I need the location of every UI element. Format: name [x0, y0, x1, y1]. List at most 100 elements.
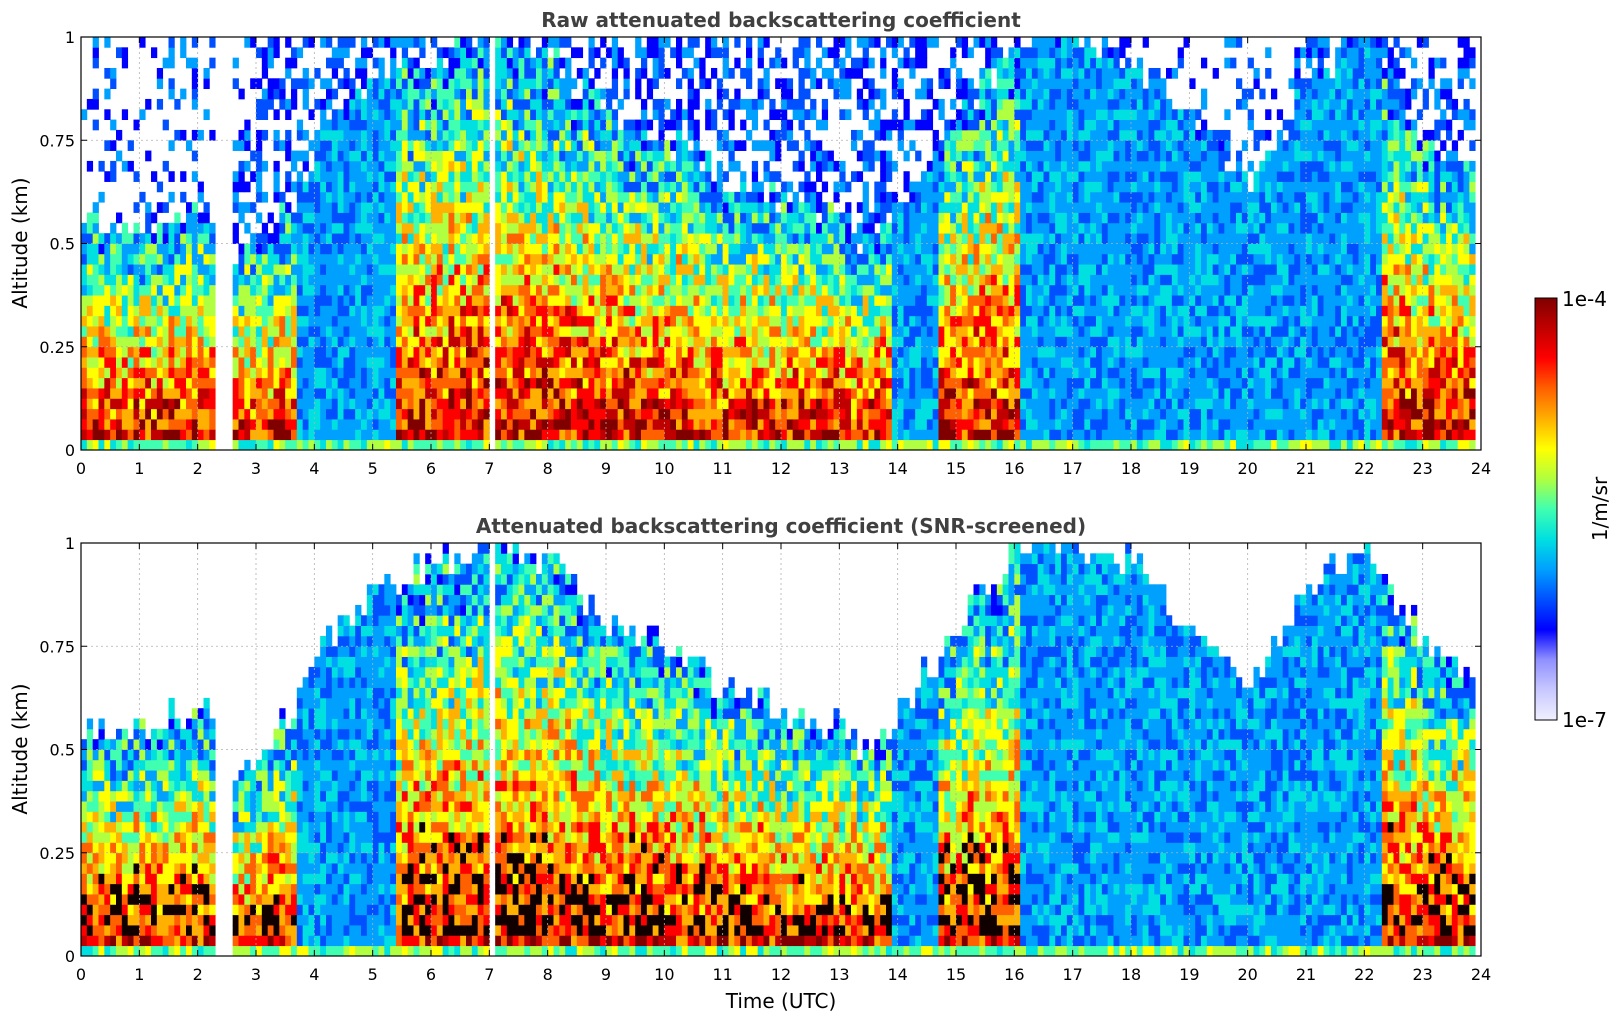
heatmap-cell [337, 253, 344, 265]
heatmap-cell [431, 212, 438, 224]
heatmap-cell [944, 295, 951, 306]
heatmap-cell [536, 305, 543, 317]
heatmap-cell [611, 222, 619, 234]
heatmap-cell [816, 119, 823, 131]
heatmap-cell [168, 326, 175, 337]
heatmap-cell [384, 37, 391, 48]
heatmap-cell [705, 315, 712, 327]
heatmap-cell [915, 367, 922, 379]
heatmap-cell [501, 336, 508, 348]
heatmap-cell [553, 315, 560, 327]
heatmap-cell [320, 233, 327, 244]
heatmap-cell [705, 253, 712, 265]
heatmap-cell [518, 388, 525, 399]
heatmap-cell [530, 88, 537, 100]
heatmap-cell [956, 191, 963, 203]
heatmap-cell [372, 37, 379, 48]
heatmap-cell [786, 274, 794, 286]
heatmap-cell [606, 191, 613, 203]
heatmap-cell [833, 274, 840, 286]
heatmap-cell [886, 37, 893, 48]
heatmap-cell [623, 243, 630, 255]
heatmap-cell [425, 191, 432, 203]
heatmap-cell [390, 346, 397, 358]
heatmap-cell [92, 212, 99, 224]
heatmap-cell [833, 357, 840, 368]
heatmap-cell [944, 243, 951, 255]
heatmap-cell [786, 88, 794, 100]
heatmap-cell [471, 419, 479, 430]
heatmap-cell [588, 233, 595, 244]
heatmap-cell [938, 274, 945, 286]
heatmap-cell [967, 336, 974, 348]
heatmap-cell [804, 233, 811, 244]
heatmap-cell [524, 419, 531, 430]
heatmap-cell [314, 367, 321, 379]
heatmap-cell [851, 305, 858, 317]
heatmap-cell [320, 129, 327, 141]
heatmap-cell [845, 202, 852, 213]
heatmap-cell [711, 264, 718, 275]
heatmap-cell [361, 377, 368, 389]
heatmap-cell [734, 243, 741, 255]
heatmap-cell [851, 274, 858, 286]
heatmap-cell [769, 388, 776, 399]
heatmap-cell [396, 326, 403, 337]
heatmap-cell [495, 160, 502, 172]
heatmap-cell [658, 160, 665, 172]
heatmap-cell [454, 419, 461, 430]
heatmap-cell [320, 377, 327, 389]
heatmap-cell [384, 326, 391, 337]
heatmap-cell [366, 264, 374, 275]
heatmap-cell [658, 388, 665, 399]
heatmap-cell [582, 88, 589, 100]
heatmap-cell [436, 67, 444, 79]
heatmap-cell [582, 98, 589, 110]
heatmap-cell [652, 160, 659, 172]
heatmap-cell [267, 264, 274, 275]
heatmap-cell [786, 305, 794, 317]
heatmap-cell [127, 253, 134, 265]
heatmap-cell [909, 67, 916, 79]
heatmap-cell [711, 212, 718, 224]
heatmap-cell [903, 429, 910, 441]
heatmap-cell [291, 315, 298, 327]
heatmap-cell [956, 171, 963, 182]
heatmap-cell [285, 202, 292, 213]
heatmap-cell [763, 429, 770, 441]
heatmap-cell [664, 119, 671, 131]
heatmap-cell [641, 191, 648, 203]
heatmap-cell [961, 408, 969, 420]
heatmap-cell [623, 191, 630, 203]
heatmap-cell [104, 367, 111, 379]
heatmap-cell [944, 150, 951, 162]
heatmap-cell [769, 57, 776, 69]
heatmap-cell [256, 295, 263, 306]
heatmap-cell [687, 222, 694, 234]
heatmap-cell [711, 233, 718, 244]
heatmap-cell [792, 274, 799, 286]
heatmap-cell [203, 357, 210, 368]
heatmap-cell [915, 88, 922, 100]
heatmap-cell [466, 67, 473, 79]
heatmap-cell [483, 264, 490, 275]
heatmap-cell [582, 212, 589, 224]
heatmap-cell [442, 284, 449, 296]
heatmap-cell [792, 429, 799, 441]
heatmap-cell [477, 305, 484, 317]
heatmap-cell [127, 408, 134, 420]
heatmap-cell [466, 119, 473, 131]
heatmap-cell [442, 202, 449, 213]
heatmap-cell [553, 129, 560, 141]
heatmap-cell [495, 346, 502, 358]
heatmap-cell [880, 264, 887, 275]
heatmap-cell [273, 37, 280, 48]
heatmap-cell [541, 264, 549, 275]
heatmap-cell [769, 419, 776, 430]
heatmap-cell [442, 140, 449, 151]
heatmap-cell [191, 88, 199, 100]
heatmap-cell [757, 305, 764, 317]
heatmap-cell [156, 315, 164, 327]
heatmap-cell [687, 202, 694, 213]
heatmap-cell [110, 233, 117, 244]
